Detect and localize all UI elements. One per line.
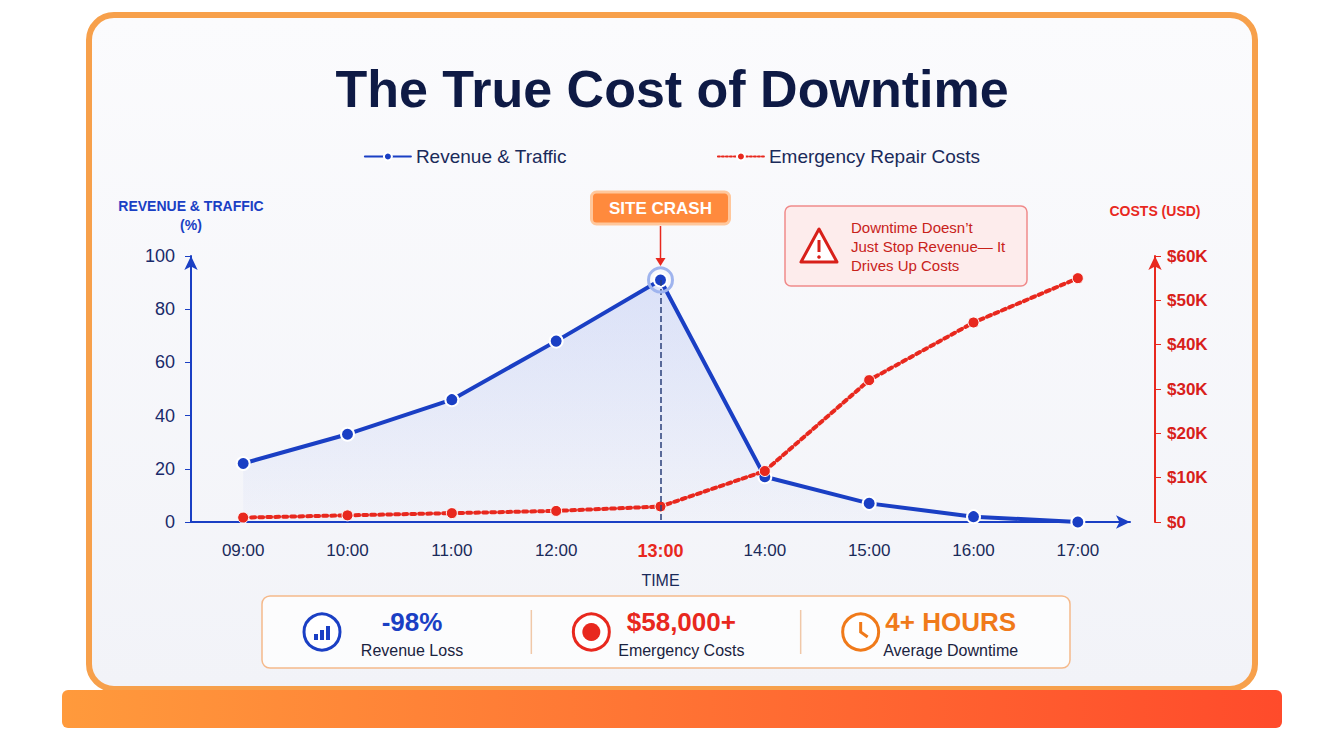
svg-text:20: 20	[155, 459, 175, 479]
svg-text:Revenue & Traffic: Revenue & Traffic	[416, 146, 567, 167]
svg-text:Drives Up Costs: Drives Up Costs	[851, 257, 959, 274]
svg-text:$60K: $60K	[1167, 247, 1208, 266]
svg-text:$20K: $20K	[1167, 424, 1208, 443]
svg-text:80: 80	[155, 299, 175, 319]
svg-text:COSTS (USD): COSTS (USD)	[1110, 203, 1201, 219]
svg-text:$40K: $40K	[1167, 335, 1208, 354]
svg-text:$58,000+: $58,000+	[627, 607, 736, 637]
svg-text:Average Downtime: Average Downtime	[883, 642, 1018, 659]
svg-text:16:00: 16:00	[952, 541, 995, 560]
svg-text:SITE CRASH: SITE CRASH	[609, 199, 712, 218]
svg-text:14:00: 14:00	[744, 541, 787, 560]
svg-text:$50K: $50K	[1167, 291, 1208, 310]
svg-text:60: 60	[155, 352, 175, 372]
svg-text:0: 0	[165, 512, 175, 532]
svg-text:-98%: -98%	[382, 607, 443, 637]
svg-text:17:00: 17:00	[1057, 541, 1100, 560]
svg-text:(%): (%)	[180, 217, 202, 233]
svg-text:$0: $0	[1167, 513, 1186, 532]
svg-text:TIME: TIME	[641, 572, 679, 589]
svg-text:REVENUE & TRAFFIC: REVENUE & TRAFFIC	[118, 198, 263, 214]
svg-text:4+ HOURS: 4+ HOURS	[885, 607, 1016, 637]
svg-text:Just Stop Revenue— It: Just Stop Revenue— It	[851, 238, 1009, 255]
svg-text:09:00: 09:00	[222, 541, 265, 560]
svg-text:The True Cost of Downtime: The True Cost of Downtime	[335, 60, 1008, 118]
svg-text:Revenue Loss: Revenue Loss	[361, 642, 463, 659]
svg-text:10:00: 10:00	[326, 541, 369, 560]
svg-text:$10K: $10K	[1167, 468, 1208, 487]
svg-text:100: 100	[145, 246, 175, 266]
svg-text:$30K: $30K	[1167, 380, 1208, 399]
svg-text:40: 40	[155, 406, 175, 426]
svg-text:Emergency Costs: Emergency Costs	[618, 642, 744, 659]
svg-text:13:00: 13:00	[637, 541, 683, 561]
svg-text:15:00: 15:00	[848, 541, 891, 560]
svg-text:12:00: 12:00	[535, 541, 578, 560]
svg-text:Downtime Doesn’t: Downtime Doesn’t	[851, 219, 977, 236]
svg-text:Emergency Repair Costs: Emergency Repair Costs	[769, 146, 980, 167]
svg-text:11:00: 11:00	[431, 541, 472, 560]
